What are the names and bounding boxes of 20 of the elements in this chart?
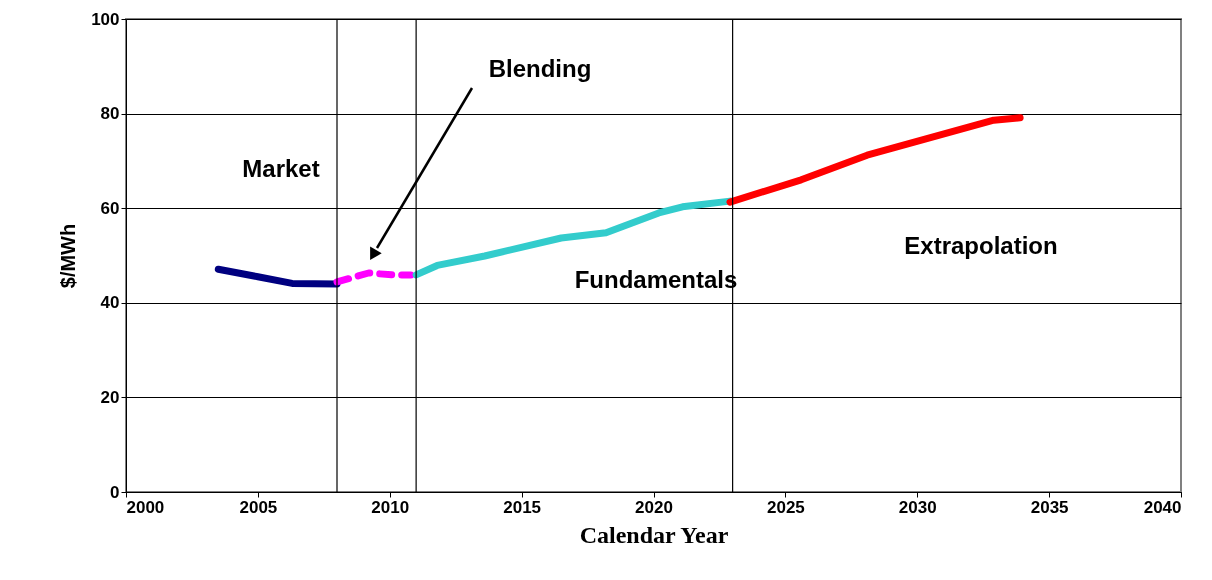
x-tick-label: 2040 <box>1143 497 1182 517</box>
x-tick-label: 2000 <box>126 497 165 517</box>
annotation: Blending <box>488 55 592 82</box>
y-tick-label: 60 <box>100 198 120 218</box>
y-tick-label: 80 <box>100 104 120 124</box>
x-tick-label: 2025 <box>766 497 805 517</box>
annotation: Market <box>242 155 320 182</box>
annotation: Extrapolation <box>904 232 1058 259</box>
x-tick-label: 2030 <box>898 497 937 517</box>
x-tick-label: 2020 <box>635 497 673 517</box>
y-tick-label: 100 <box>91 9 120 29</box>
y-tick-label: 0 <box>110 482 120 502</box>
x-tick-label: 2035 <box>1030 497 1069 517</box>
x-tick-label: 2010 <box>371 497 410 517</box>
x-axis-title: Calendar Year <box>579 521 729 548</box>
y-tick-label: 40 <box>100 293 120 313</box>
x-tick-label: 2005 <box>239 497 278 517</box>
y-tick-label: 20 <box>100 387 120 407</box>
y-axis-title: $/MWh <box>57 223 80 289</box>
x-tick-label: 2015 <box>503 497 542 517</box>
